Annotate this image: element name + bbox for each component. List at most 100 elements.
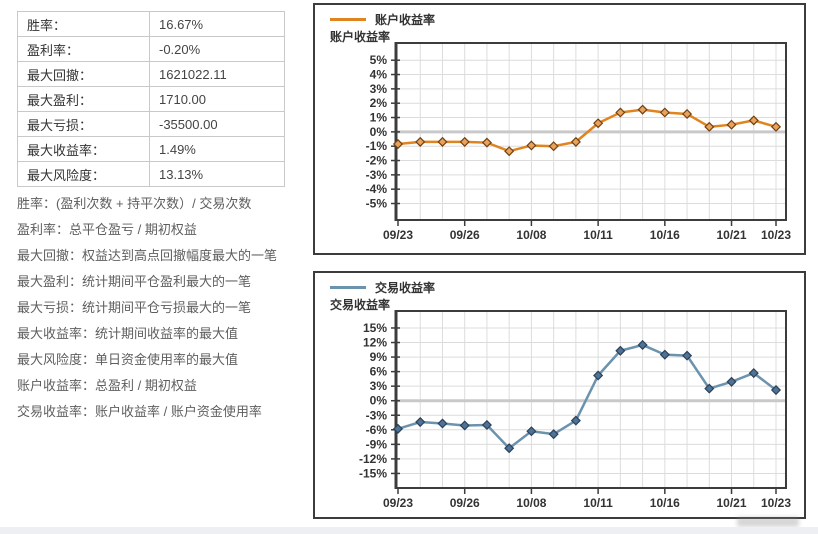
- watermark: [737, 517, 799, 527]
- stat-value: 16.67%: [149, 11, 285, 37]
- definition-line: 最大回撤：权益达到高点回撤幅度最大的一笔: [17, 248, 278, 263]
- data-point-marker: [504, 146, 515, 157]
- y-tick-label: 6%: [370, 365, 388, 379]
- trade-return-legend: 交易收益率: [330, 279, 435, 295]
- trade-return-plot: 15%12%9%6%3%0%-3%-6%-9%-12%-15% 09/23 09/2…: [359, 310, 791, 510]
- x-tick-label: 10/23: [761, 496, 791, 510]
- data-point-marker: [392, 138, 404, 150]
- data-point-marker: [770, 384, 782, 396]
- legend-label: 交易收益率: [375, 280, 436, 295]
- y-tick-label: 0%: [370, 394, 388, 408]
- data-point-marker: [548, 141, 559, 152]
- y-tick-label: 3%: [370, 82, 388, 96]
- table-row: 最大风险度： 13.13%: [17, 161, 285, 187]
- data-point-marker: [593, 370, 604, 381]
- data-point-marker: [415, 417, 426, 428]
- data-point-marker: [682, 108, 693, 119]
- x-tick-label: 10/11: [583, 228, 613, 242]
- definition-line: 交易收益率：账户收益率 / 账户资金使用率: [17, 404, 262, 419]
- data-point-marker: [548, 429, 559, 440]
- stats-table: 胜率： 16.67% 盈利率： -0.20% 最大回撤： 1621022.11 最大盈利： 1…: [17, 11, 285, 187]
- definition-line: 最大风险度：单日资金使用率的最大值: [17, 352, 239, 367]
- table-row: 最大回撤： 1621022.11: [17, 61, 285, 87]
- table-row: 最大盈利： 1710.00: [17, 86, 285, 112]
- stat-value: 13.13%: [149, 161, 285, 187]
- data-point-marker: [704, 383, 715, 394]
- account-return-plot: 5%4%3%2%1%0%-1%-2%-3%-4%-5% 09/23 09/26 10/…: [366, 42, 791, 242]
- stat-label: 最大盈利：: [17, 86, 150, 112]
- data-point-marker: [481, 419, 492, 431]
- stat-value: -0.20%: [149, 36, 285, 62]
- definition-line: 最大收益率：统计期间收益率的最大值: [17, 326, 239, 341]
- y-tick-label: 3%: [370, 379, 388, 393]
- stat-value: -35500.00: [149, 111, 285, 137]
- y-tick-label: 1%: [370, 111, 388, 125]
- data-point-marker: [748, 115, 759, 126]
- y-tick-label: 5%: [370, 53, 388, 67]
- stat-value: 1.49%: [149, 136, 285, 162]
- y-tick-label: 2%: [370, 96, 388, 110]
- stat-label: 胜率：: [17, 11, 150, 37]
- data-point-marker: [770, 121, 782, 132]
- x-tick-label: 10/11: [583, 496, 613, 510]
- legend-line-swatch: [330, 285, 366, 289]
- data-point-marker: [659, 349, 670, 360]
- y-tick-label: -6%: [366, 423, 388, 437]
- x-tick-label: 10/21: [717, 496, 747, 510]
- y-tick-label: 9%: [370, 350, 388, 364]
- y-tick-label: -3%: [366, 168, 388, 182]
- data-point-marker: [615, 107, 626, 118]
- data-point-marker: [593, 118, 604, 129]
- y-tick-label: -5%: [366, 197, 388, 211]
- stat-label: 最大亏损：: [17, 111, 150, 137]
- data-point-marker: [415, 136, 426, 147]
- definition-line: 盈利率：总平仓盈亏 / 期初权益: [17, 222, 197, 237]
- data-point-marker: [682, 350, 693, 361]
- legend-line-swatch: [330, 17, 366, 21]
- metric-definitions: 胜率：(盈利次数 + 持平次数）/ 交易次数 盈利率：总平仓盈亏 / 期初权益最大…: [17, 191, 307, 425]
- data-point-marker: [615, 345, 626, 356]
- data-point-marker: [726, 376, 737, 387]
- y-tick-label: -3%: [366, 408, 388, 422]
- data-point-marker: [481, 137, 492, 148]
- stat-label: 盈利率：: [17, 36, 150, 62]
- data-point-marker: [437, 136, 448, 147]
- x-tick-label: 10/08: [516, 228, 546, 242]
- x-tick-label: 10/08: [516, 496, 546, 510]
- definition-line: 账户收益率：总盈利 / 期初权益: [17, 378, 197, 393]
- y-tick-label: 12%: [363, 336, 387, 350]
- definition-line: 最大盈利：统计期间平仓盈利最大的一笔: [17, 274, 252, 289]
- definition-line: 胜率：(盈利次数 + 持平次数）/ 交易次数: [17, 196, 252, 211]
- data-point-marker: [459, 420, 470, 431]
- table-row: 胜率： 16.67%: [17, 11, 285, 37]
- x-tick-label: 10/23: [761, 228, 791, 242]
- data-point-marker: [637, 339, 648, 350]
- y-tick-label: -4%: [366, 182, 388, 196]
- stat-label: 最大回撤：: [17, 61, 150, 87]
- x-tick-label: 09/23: [383, 496, 413, 510]
- account-return-legend: 账户收益率: [330, 11, 435, 27]
- table-row: 最大收益率： 1.49%: [17, 136, 285, 162]
- stat-value: 1621022.11: [149, 61, 285, 87]
- data-point-marker: [437, 418, 448, 429]
- y-tick-label: 15%: [363, 321, 387, 335]
- account-return-chart-panel: 账户收益率 账户收益率 5% 4% 3% 2% 1% 0% -1% -2% -3% -4% -5% 0…: [313, 3, 806, 255]
- stats-table-body: 胜率： 16.67% 盈利率： -0.20% 最大回撤： 1621022.11 最大盈利： 1…: [17, 11, 285, 187]
- y-tick-label: -2%: [366, 154, 388, 168]
- legend-label: 账户收益率: [375, 12, 436, 27]
- data-point-marker: [526, 426, 537, 437]
- data-line: [397, 343, 777, 450]
- x-tick-label: 10/21: [717, 228, 747, 242]
- footer-bar: [0, 527, 818, 534]
- x-tick-label: 09/23: [383, 228, 413, 242]
- y-tick-label: 4%: [370, 68, 388, 82]
- y-tick-label: -15%: [359, 466, 387, 480]
- data-point-marker: [570, 136, 581, 147]
- y-tick-label: 0%: [370, 125, 388, 139]
- data-point-marker: [392, 423, 404, 434]
- table-row: 最大亏损： -35500.00: [17, 111, 285, 137]
- stat-value: 1710.00: [149, 86, 285, 112]
- data-point-marker: [570, 415, 581, 426]
- definition-line: 最大亏损：统计期间平仓亏损最大的一笔: [17, 300, 252, 315]
